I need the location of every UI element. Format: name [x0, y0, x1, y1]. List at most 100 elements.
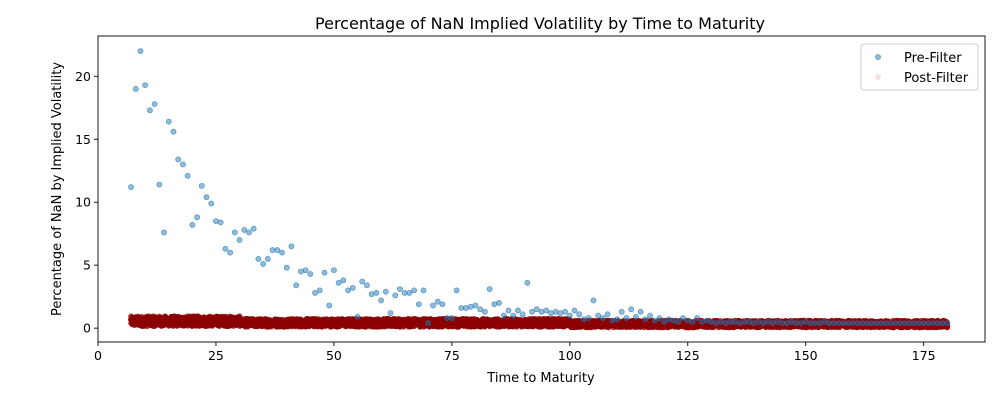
pre-filter-point	[231, 229, 238, 236]
y-tick-label: 20	[75, 69, 91, 84]
pre-filter-point	[222, 245, 229, 252]
pre-filter-point	[529, 308, 535, 315]
x-axis: 0 25 50 75 100 125 150 175	[94, 342, 936, 363]
pre-filter-point	[557, 310, 564, 316]
pre-filter-point	[288, 243, 295, 250]
pre-filter-point	[293, 282, 300, 289]
pre-filter-point	[614, 316, 620, 323]
y-tick-label: 15	[75, 132, 91, 147]
legend-marker-pre-filter	[875, 54, 881, 60]
legend-box	[860, 43, 979, 91]
x-tick-label: 100	[558, 348, 582, 363]
pre-filter-point	[368, 291, 375, 298]
pre-filter-point	[783, 320, 790, 327]
pre-filter-point	[175, 156, 182, 163]
pre-filter-point	[939, 320, 946, 327]
pre-filter-point	[260, 261, 267, 267]
pre-filter-point	[920, 320, 927, 327]
pre-filter-point	[802, 318, 809, 325]
pre-filter-point	[774, 318, 781, 325]
pre-filter-point	[472, 302, 479, 309]
pre-filter-point	[675, 318, 682, 325]
pre-filter-point	[708, 318, 715, 325]
pre-filter-point	[760, 320, 767, 327]
pre-filter-point	[165, 118, 172, 125]
pre-filter-point	[439, 301, 446, 308]
pre-filter-points	[128, 48, 951, 327]
pre-filter-point	[189, 221, 196, 228]
x-tick-label: 0	[94, 348, 102, 363]
legend-label-post-filter: Post-Filter	[904, 71, 969, 86]
pre-filter-point	[779, 320, 786, 327]
y-tick-label: 5	[83, 258, 91, 273]
legend-marker-post-filter	[875, 74, 881, 80]
pre-filter-point	[746, 318, 752, 325]
pre-filter-point	[397, 286, 403, 293]
pre-filter-point	[146, 107, 153, 114]
pre-filter-point	[930, 320, 936, 327]
pre-filter-point	[901, 320, 908, 327]
pre-filter-point	[128, 184, 134, 191]
x-tick-label: 25	[208, 348, 224, 363]
y-tick-label: 0	[83, 321, 91, 336]
pre-filter-point	[500, 312, 507, 319]
pre-filter-point	[132, 85, 139, 92]
pre-filter-point	[477, 306, 484, 313]
pre-filter-point	[246, 229, 252, 236]
pre-filter-point	[316, 287, 323, 294]
pre-filter-point	[727, 318, 734, 325]
pre-filter-point	[699, 318, 705, 325]
pre-filter-point	[571, 307, 578, 314]
pre-filter-point	[661, 318, 668, 325]
pre-filter-point	[302, 267, 309, 274]
pre-filter-point	[151, 101, 158, 107]
pre-filter-point	[595, 312, 602, 319]
pre-filter-point	[911, 320, 918, 327]
y-tick-label: 10	[75, 195, 91, 210]
pre-filter-point	[609, 317, 616, 324]
chart-title: Percentage of NaN Implied Volatility by …	[315, 14, 765, 33]
pre-filter-point	[524, 279, 531, 286]
pre-filter-point	[576, 311, 583, 318]
pre-filter-point	[420, 287, 427, 294]
pre-filter-point	[236, 237, 243, 243]
pre-filter-point	[373, 289, 380, 296]
pre-filter-point	[590, 297, 597, 304]
pre-filter-point	[732, 318, 738, 325]
pre-filter-point	[496, 300, 502, 306]
pre-filter-point	[510, 312, 517, 319]
pre-filter-point	[665, 316, 672, 323]
pre-filter-point	[599, 315, 606, 321]
pre-filter-point	[227, 249, 234, 256]
pre-filter-point	[198, 182, 205, 189]
pre-filter-point	[161, 229, 167, 236]
pre-filter-point	[364, 282, 370, 289]
y-axis-label: Percentage of NaN by Implied Volatility	[50, 62, 65, 316]
pre-filter-point	[703, 317, 710, 324]
x-tick-label: 125	[676, 348, 700, 363]
pre-filter-point	[194, 214, 200, 221]
pre-filter-point	[453, 287, 460, 294]
pre-filter-point	[406, 289, 413, 296]
pre-filter-point	[142, 82, 149, 89]
pre-filter-point	[515, 307, 521, 314]
pre-filter-point	[548, 310, 554, 316]
pre-filter-point	[307, 271, 314, 277]
pre-filter-point	[382, 288, 389, 295]
pre-filter-point	[538, 308, 545, 315]
pre-filter-point	[241, 227, 248, 233]
pre-filter-point	[415, 301, 422, 308]
pre-filter-point	[359, 278, 366, 285]
pre-filter-point	[807, 320, 814, 327]
pre-filter-point	[689, 318, 696, 325]
pre-filter-point	[354, 313, 361, 320]
pre-filter-point	[481, 308, 488, 315]
pre-filter-point	[467, 303, 474, 310]
pre-filter-point	[330, 267, 337, 274]
pre-filter-point	[312, 289, 318, 296]
pre-filter-point	[156, 181, 163, 188]
pre-filter-point	[769, 320, 776, 327]
pre-filter-point	[340, 277, 347, 284]
pre-filter-point	[184, 172, 191, 179]
pre-filter-point	[378, 297, 384, 304]
